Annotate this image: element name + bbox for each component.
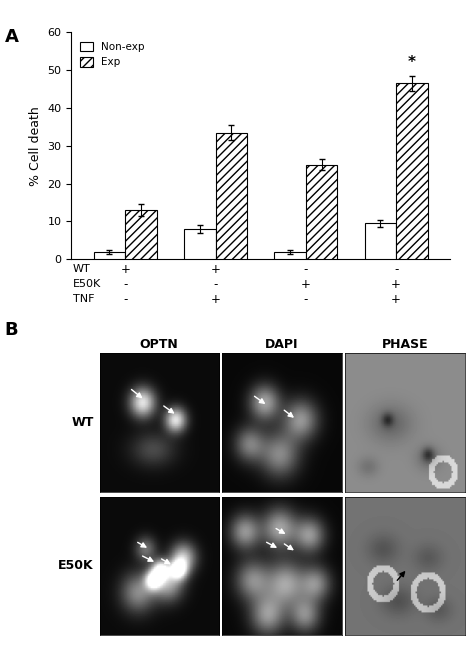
Bar	[184, 229, 216, 259]
Text: -: -	[304, 293, 308, 306]
Text: -: -	[123, 277, 128, 291]
Bar	[274, 251, 306, 259]
Text: +: +	[391, 277, 401, 291]
Bar	[365, 224, 396, 259]
Text: -: -	[213, 277, 218, 291]
Text: +: +	[301, 277, 311, 291]
Bar	[396, 84, 428, 259]
Text: PHASE: PHASE	[382, 338, 428, 351]
Legend: Non-exp, Exp: Non-exp, Exp	[76, 38, 149, 72]
Text: B: B	[5, 321, 18, 339]
Text: +: +	[210, 262, 220, 275]
Bar	[306, 165, 337, 259]
Text: +: +	[391, 293, 401, 306]
Text: WT: WT	[73, 264, 91, 274]
Bar	[216, 133, 247, 259]
Text: TNF: TNF	[73, 294, 94, 304]
Text: -: -	[123, 293, 128, 306]
Text: *: *	[408, 55, 416, 70]
Text: +: +	[210, 293, 220, 306]
Bar	[125, 210, 157, 259]
Text: E50K: E50K	[58, 559, 94, 572]
Text: A: A	[5, 28, 18, 46]
Text: DAPI: DAPI	[265, 338, 299, 351]
Bar	[94, 251, 125, 259]
Text: -: -	[304, 262, 308, 275]
Text: +: +	[120, 262, 130, 275]
Text: OPTN: OPTN	[140, 338, 179, 351]
Text: WT: WT	[71, 416, 94, 429]
Y-axis label: % Cell death: % Cell death	[29, 106, 42, 186]
Text: -: -	[394, 262, 398, 275]
Text: E50K: E50K	[73, 279, 101, 289]
